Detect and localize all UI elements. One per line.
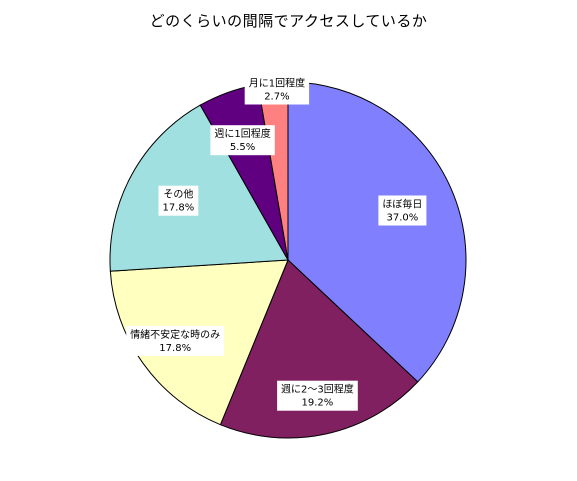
pie-slice-1 [287, 81, 467, 383]
data-label-box [244, 74, 310, 105]
data-label-percent: 2.7% [264, 92, 289, 103]
data-label-2: 週に2～3回程度 19.2% [277, 380, 358, 411]
pie-labels: ほぼ毎日 37.0% 週に2～3回程度 19.2% 情緒不安定な時のみ 17.8% その他 1… [126, 74, 427, 411]
data-label-category: ほぼ毎日 [382, 198, 422, 211]
data-label-category: その他 [163, 188, 193, 201]
data-label-box [277, 380, 358, 411]
data-label-3: 情緒不安定な時のみ 17.8% [126, 325, 225, 356]
data-label-percent: 37.0% [387, 213, 419, 224]
data-label-1: ほぼ毎日 37.0% [378, 195, 427, 226]
data-label-category: 情緒不安定な時のみ [130, 328, 220, 341]
chart-title: どのくらいの間隔でアクセスしているか [149, 12, 428, 30]
data-label-percent: 17.8% [159, 343, 191, 354]
data-label-5: 週に1回程度 5.5% [210, 125, 275, 156]
data-label-percent: 17.8% [163, 203, 195, 214]
data-label-box [210, 125, 275, 156]
data-label-category: 週に2～3回程度 [281, 383, 354, 396]
data-label-box [378, 195, 427, 226]
data-label-percent: 19.2% [302, 398, 334, 409]
data-label-category: 月に1回程度 [249, 77, 305, 90]
data-label-category: 週に1回程度 [214, 127, 270, 140]
data-label-6: 月に1回程度 2.7% [244, 74, 310, 105]
pie-slice-4 [109, 104, 289, 272]
data-label-box [126, 325, 225, 356]
data-label-4: その他 17.8% [158, 185, 199, 216]
data-label-box [158, 185, 199, 216]
data-label-percent: 5.5% [230, 142, 255, 153]
